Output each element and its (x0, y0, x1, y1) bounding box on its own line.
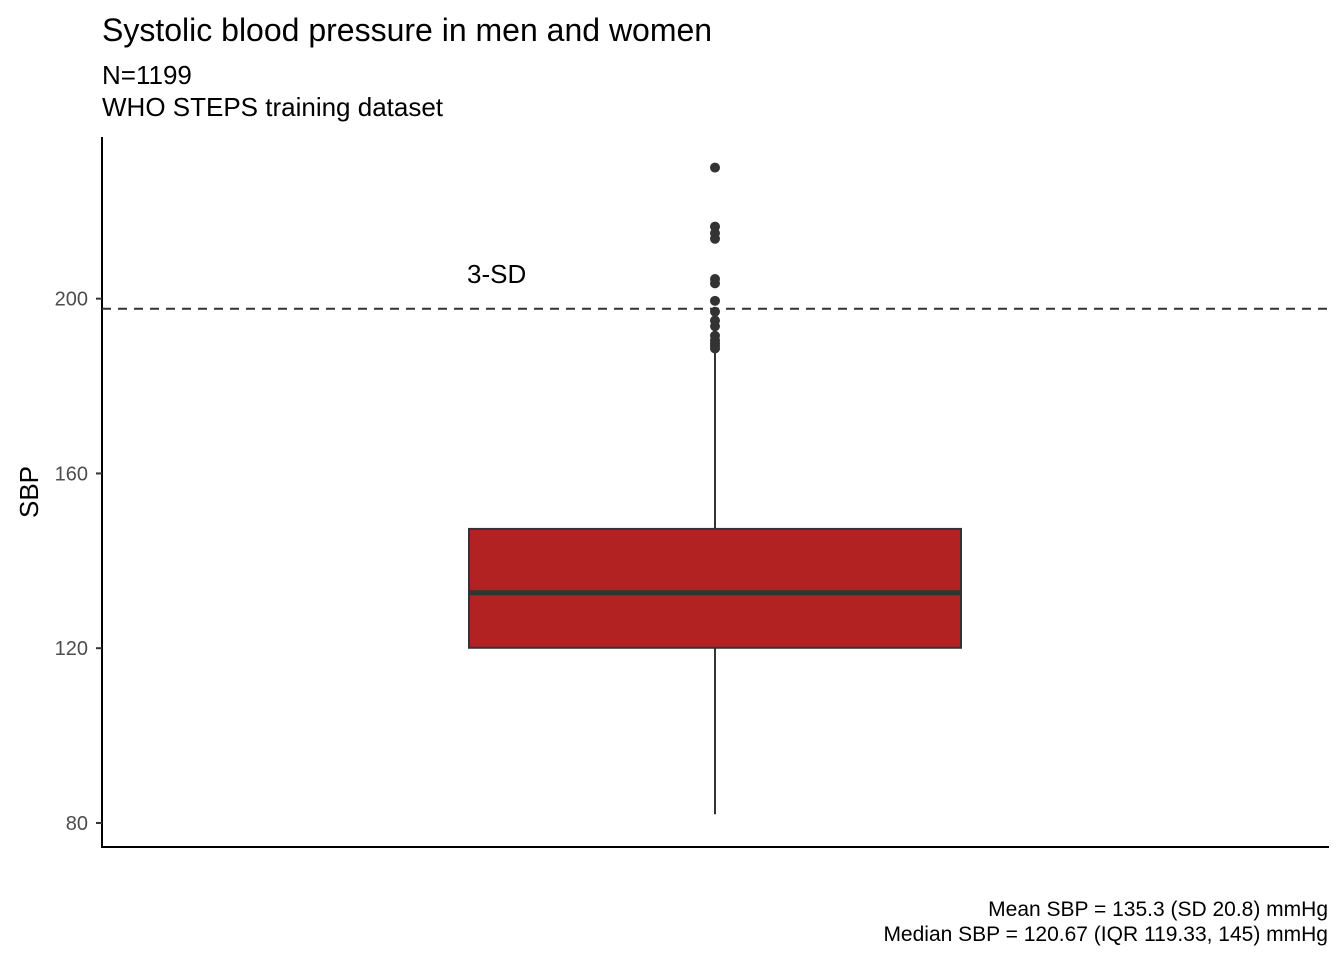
outlier-point (710, 321, 720, 332)
y-tick-label: 200 (55, 289, 88, 311)
chart-subtitle-line-2: WHO STEPS training dataset (102, 92, 444, 122)
caption-line-2: Median SBP = 120.67 (IQR 119.33, 145) mm… (883, 923, 1328, 946)
outlier-point (710, 343, 720, 354)
outlier-point (710, 295, 720, 306)
y-axis-ticks: 80 120 160 200 (55, 289, 102, 835)
chart-title: Systolic blood pressure in men and women (102, 12, 712, 48)
plot-area: 3-SD (102, 162, 1329, 815)
outlier-point (710, 278, 720, 289)
caption-line-1: Mean SBP = 135.3 (SD 20.8) mmHg (988, 898, 1328, 921)
y-tick-label: 120 (55, 638, 88, 660)
outlier-point (710, 162, 720, 173)
reference-line-label: 3-SD (467, 259, 526, 289)
y-tick-label: 160 (55, 463, 88, 485)
chart-subtitle-line-1: N=1199 (102, 60, 192, 90)
y-axis-label: SBP (14, 466, 44, 518)
outlier-point (710, 233, 720, 244)
iqr-box (468, 527, 962, 649)
y-tick-label: 80 (66, 813, 88, 835)
